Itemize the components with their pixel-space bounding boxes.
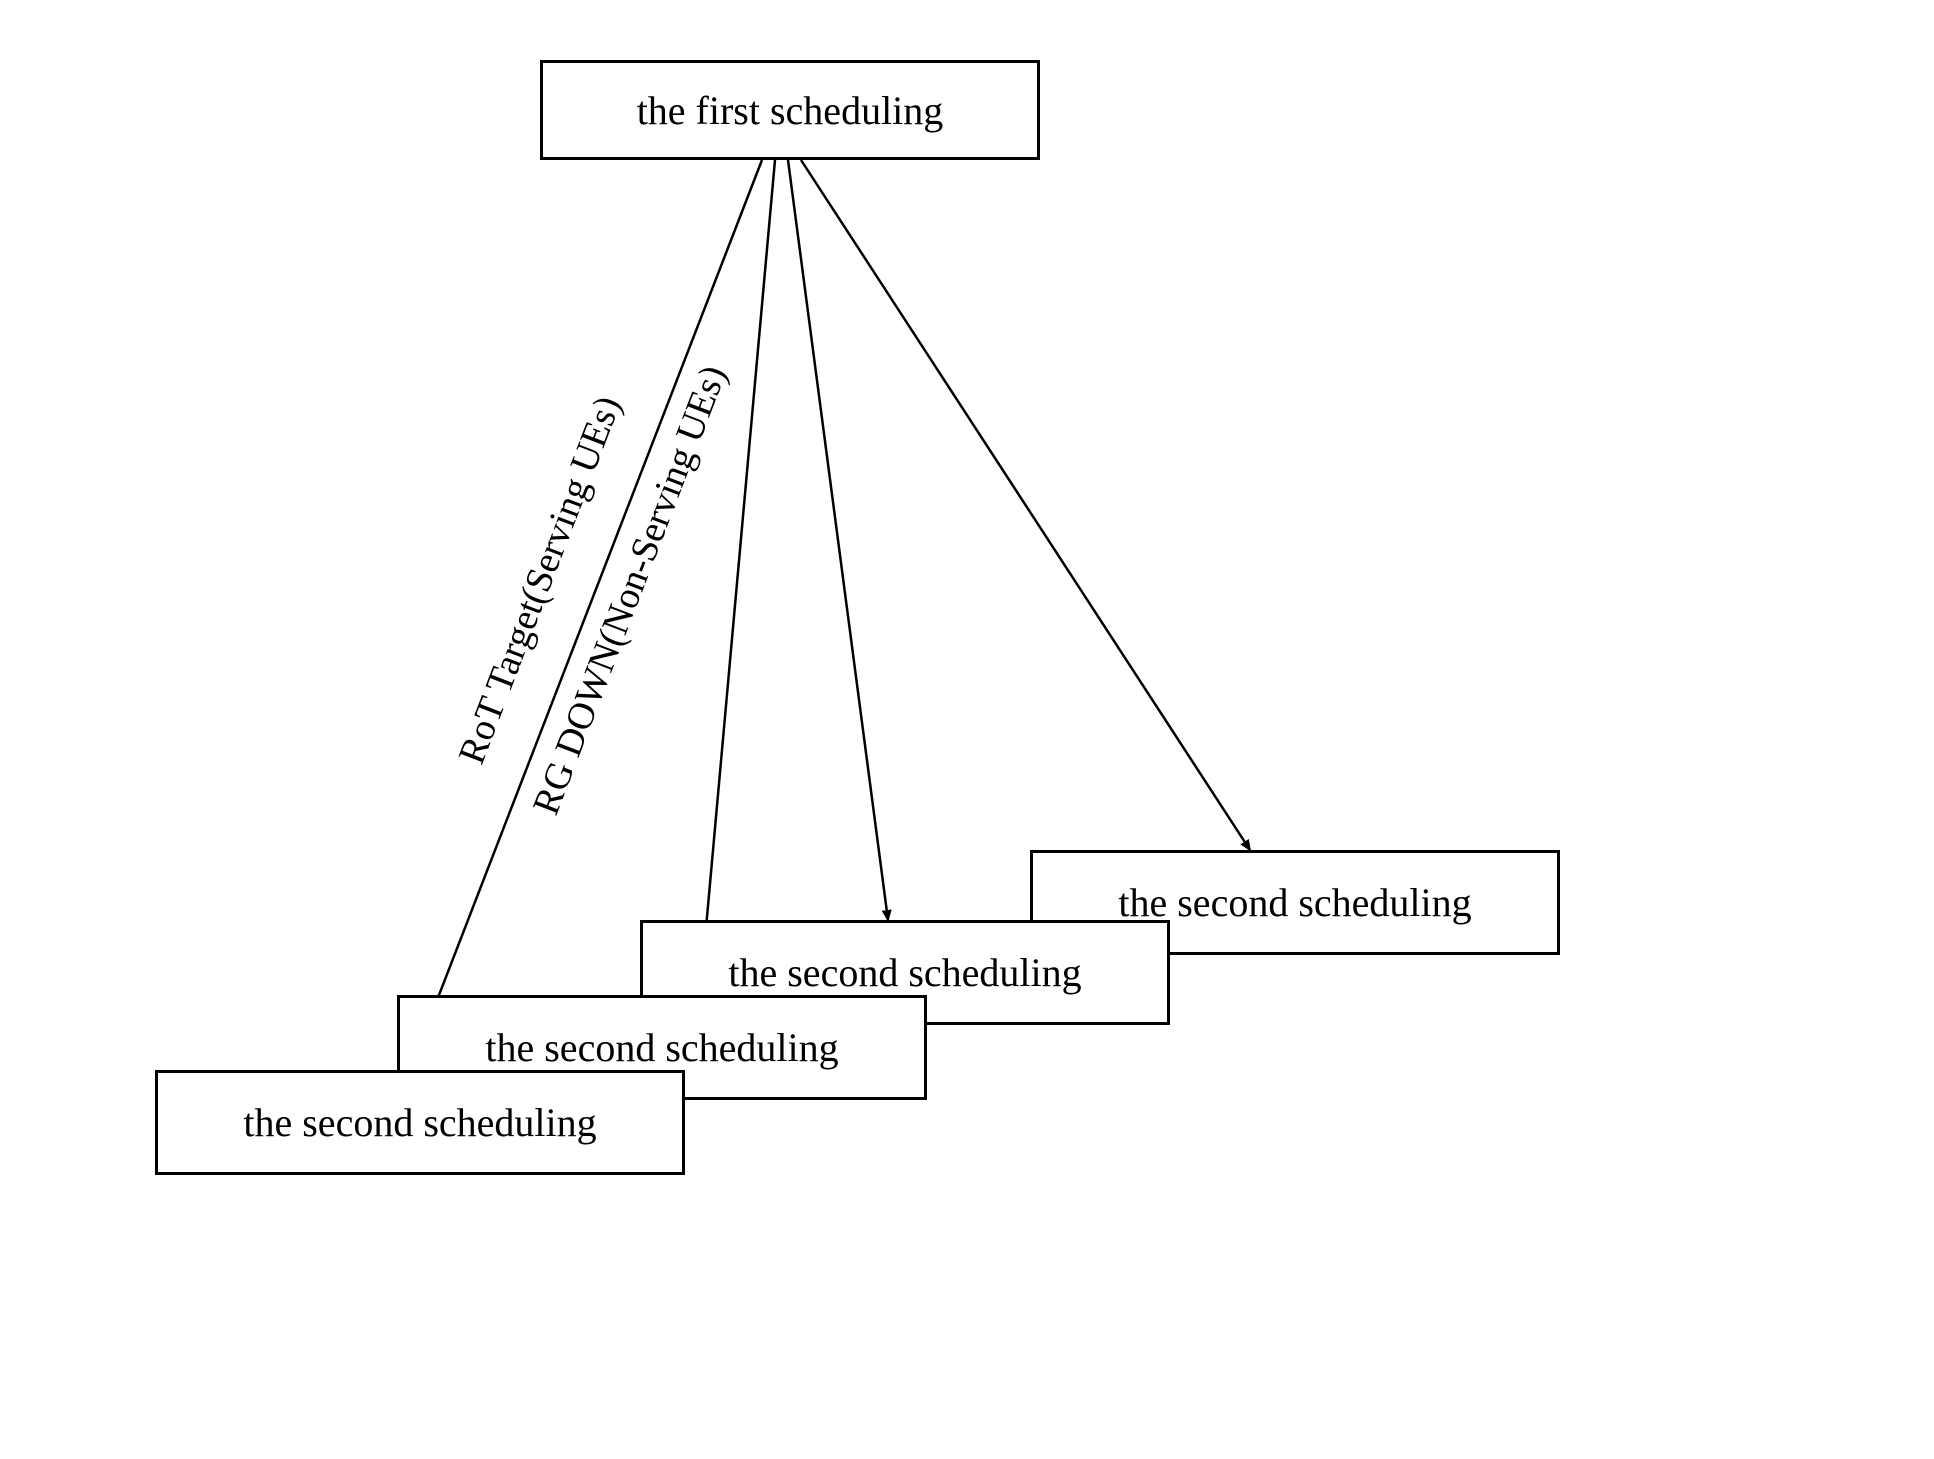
node-label: the second scheduling bbox=[1118, 879, 1471, 926]
node-label: the second scheduling bbox=[243, 1099, 596, 1146]
node-label: the second scheduling bbox=[728, 949, 1081, 996]
edge-first-second4 bbox=[801, 160, 1250, 850]
edge-first-second2 bbox=[700, 160, 775, 995]
node-label: the first scheduling bbox=[637, 87, 944, 134]
diagram-container: the first scheduling the second schedulin… bbox=[0, 0, 1934, 1459]
node-second1: the second scheduling bbox=[155, 1070, 685, 1175]
edge-first-second3 bbox=[788, 160, 888, 920]
arrows-layer bbox=[0, 0, 1934, 1459]
node-first: the first scheduling bbox=[540, 60, 1040, 160]
node-label: the second scheduling bbox=[485, 1024, 838, 1071]
